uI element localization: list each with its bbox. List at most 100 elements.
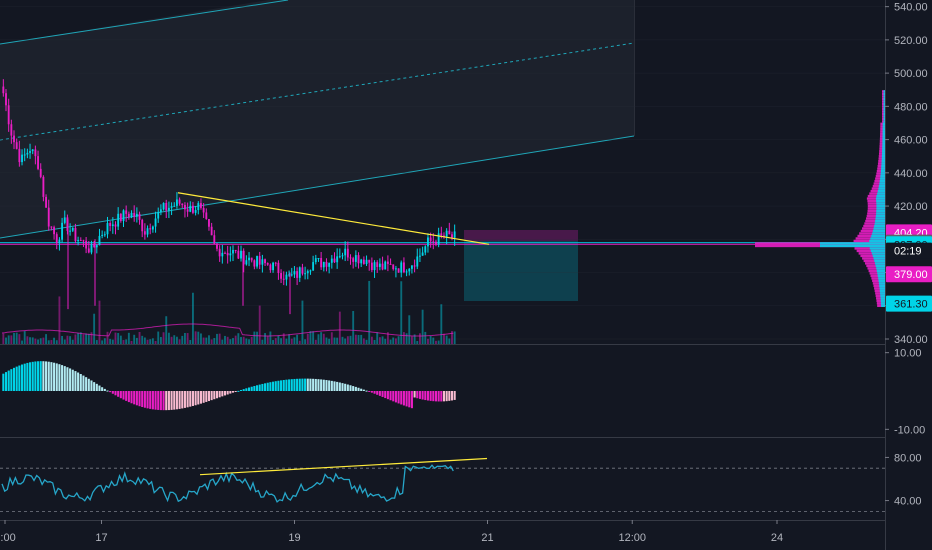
- candle-body: [288, 274, 291, 276]
- volume-bar: [45, 334, 47, 344]
- macd-histogram-bar: [429, 391, 432, 401]
- volume-bar: [314, 339, 317, 344]
- candle-body: [151, 226, 154, 230]
- macd-histogram-bar: [173, 391, 176, 410]
- volume-bar: [451, 331, 453, 344]
- candle-body: [325, 261, 328, 267]
- volume-bar: [2, 333, 5, 344]
- candle-body: [328, 262, 331, 267]
- macd-histogram-bar: [312, 378, 315, 391]
- macd-histogram-bar: [397, 391, 400, 404]
- macd-histogram-bar: [50, 362, 53, 391]
- volume-profile-bar: [881, 159, 885, 163]
- macd-histogram-bar: [408, 391, 411, 408]
- candle-body: [175, 199, 178, 206]
- candle-body: [26, 152, 29, 155]
- macd-histogram-bar: [389, 391, 392, 401]
- volume-profile-bar: [882, 132, 885, 135]
- volume-profile-bar: [881, 157, 885, 160]
- volume-profile-bar: [876, 297, 885, 300]
- macd-pane[interactable]: [2, 361, 456, 411]
- volume-bar: [397, 336, 400, 344]
- x-tick-label: 2:00: [0, 532, 16, 544]
- macd-histogram-bar: [381, 391, 384, 397]
- macd-histogram-bar: [95, 383, 98, 391]
- macd-histogram-bar: [175, 391, 178, 410]
- volume-bar: [34, 338, 37, 344]
- price-pane[interactable]: [0, 6, 885, 344]
- parallel-channel[interactable]: [0, 0, 635, 239]
- volume-profile-bar: [876, 204, 885, 208]
- volume-bar: [437, 340, 440, 344]
- macd-histogram-bar: [440, 391, 443, 402]
- macd-histogram-bar: [261, 383, 264, 391]
- volume-bar: [29, 337, 31, 344]
- volume-bar: [248, 339, 250, 344]
- volume-bar: [77, 333, 80, 344]
- volume-bar: [301, 300, 304, 344]
- volume-bar: [306, 333, 309, 344]
- macd-histogram-bar: [437, 391, 440, 402]
- candle-body: [229, 253, 232, 256]
- volume-bar: [256, 331, 258, 344]
- volume-bar: [389, 339, 392, 344]
- macd-histogram-bar: [250, 386, 253, 391]
- volume-bar: [352, 310, 355, 344]
- macd-histogram-bar: [111, 391, 114, 394]
- candle-body: [322, 261, 325, 268]
- y-tick-label: 460.00: [894, 135, 928, 147]
- x-tick-label: 19: [288, 532, 300, 544]
- macd-histogram-bar: [442, 391, 446, 402]
- macd-histogram-bar: [258, 384, 261, 391]
- volume-bar: [402, 332, 405, 344]
- long-position-tool[interactable]: [464, 230, 578, 301]
- volume-profile-bar: [880, 169, 885, 173]
- macd-histogram-bar: [117, 391, 120, 397]
- volume-bar: [328, 338, 331, 344]
- macd-histogram-bar: [338, 382, 341, 391]
- volume-profile-bar: [879, 179, 885, 183]
- volume-bar: [61, 335, 64, 344]
- volume-bar: [453, 331, 456, 344]
- volume-profile-bar: [882, 150, 885, 153]
- volume-bar: [93, 313, 96, 344]
- macd-histogram-bar: [432, 391, 435, 402]
- volume-bar: [181, 335, 184, 344]
- candle-body: [210, 226, 213, 236]
- volume-profile-bar: [875, 217, 885, 220]
- volume-bar: [317, 334, 320, 344]
- macd-histogram-bar: [93, 382, 96, 391]
- volume-bar: [130, 340, 133, 344]
- candle-body: [258, 256, 261, 265]
- rsi-pane[interactable]: [0, 457, 885, 512]
- macd-histogram-bar: [448, 391, 451, 401]
- price-tag-label: 02:19: [894, 246, 922, 258]
- volume-profile-bar: [875, 214, 885, 218]
- candle-body: [159, 209, 162, 212]
- candle-body: [234, 250, 237, 252]
- candle-body: [192, 205, 194, 213]
- candle-body: [274, 262, 277, 264]
- volume-profile-bar: [883, 105, 885, 108]
- volume-bar: [296, 334, 299, 344]
- candle-body: [79, 240, 82, 242]
- candle-body: [200, 203, 202, 208]
- candle-body: [66, 217, 69, 231]
- macd-histogram-bar: [301, 378, 304, 391]
- volume-profile-bar: [860, 254, 885, 258]
- macd-histogram-bar: [141, 391, 144, 408]
- volume-bar: [189, 340, 192, 344]
- volume-bar: [101, 340, 104, 344]
- volume-bar: [411, 336, 413, 344]
- macd-histogram-bar: [213, 391, 216, 400]
- macd-histogram-bar: [37, 361, 40, 391]
- volume-profile-bar: [880, 122, 885, 126]
- volume-bar: [90, 332, 93, 344]
- candle-body: [7, 105, 10, 125]
- volume-profile-bar: [883, 90, 885, 93]
- candle-body: [101, 234, 104, 236]
- candle-body: [167, 207, 170, 211]
- candle-body: [344, 248, 347, 256]
